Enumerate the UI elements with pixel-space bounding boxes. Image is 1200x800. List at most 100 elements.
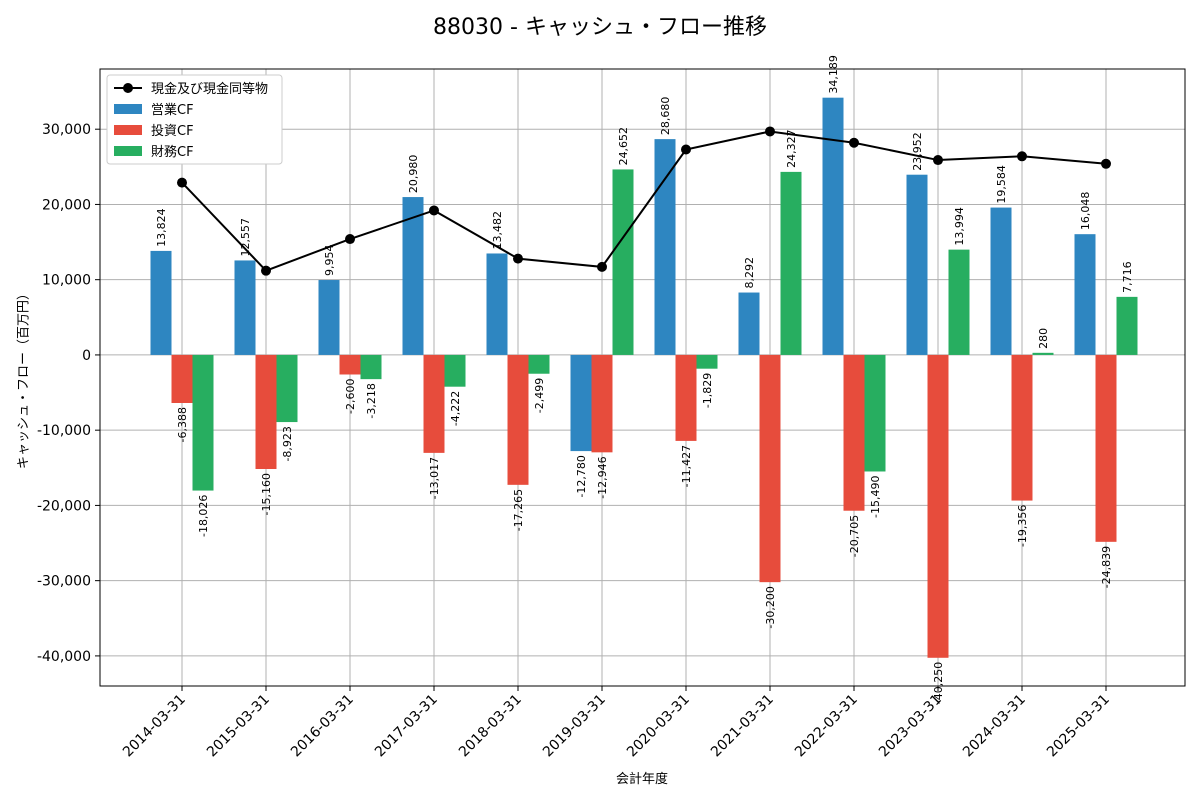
bar	[780, 171, 802, 355]
bar	[444, 354, 466, 387]
bar-value-label: 8,292	[743, 257, 756, 289]
bar	[360, 354, 382, 380]
bar	[318, 280, 340, 355]
bar	[612, 169, 634, 355]
x-tick-label: 2024-03-31	[960, 692, 1029, 761]
x-tick-label: 2021-03-31	[708, 692, 777, 761]
bar	[276, 354, 298, 423]
line-marker	[597, 261, 607, 272]
legend-bar-swatch	[114, 104, 142, 114]
legend-label: 営業CF	[151, 102, 194, 118]
legend-bar-swatch	[114, 146, 142, 156]
bar-value-label: -20,705	[848, 515, 861, 557]
line-series	[181, 130, 1107, 272]
x-tick-label: 2016-03-31	[288, 692, 357, 761]
y-tick-label: -30,000	[37, 574, 91, 590]
bar-value-label: 9,954	[323, 245, 336, 277]
bar-value-label: -17,265	[512, 489, 525, 531]
bar-value-label: -2,600	[344, 378, 357, 413]
bar	[696, 354, 718, 369]
y-tick-label: 10,000	[42, 273, 91, 289]
bar-value-label: -12,946	[596, 456, 609, 498]
bar-value-label: 20,980	[407, 155, 420, 194]
bar-value-label: -6,388	[176, 407, 189, 442]
bar-value-label: 13,824	[155, 208, 168, 247]
bar	[570, 354, 592, 452]
bar-value-label: -24,839	[1100, 546, 1113, 588]
chart-title: 88030 - キャッシュ・フロー推移	[433, 15, 767, 40]
y-tick-label: 20,000	[42, 197, 91, 213]
y-tick-label: 30,000	[42, 122, 91, 138]
line-marker	[345, 234, 355, 245]
bar-value-label: -30,200	[764, 586, 777, 628]
bar-value-label: -40,250	[932, 662, 945, 704]
x-tick-label: 2023-03-31	[876, 692, 945, 761]
line-marker	[849, 137, 859, 148]
line-marker	[513, 253, 523, 264]
bar	[339, 354, 361, 375]
bar-value-label: -18,026	[197, 495, 210, 537]
line-marker	[765, 126, 775, 137]
bar-value-label: 23,952	[911, 132, 924, 171]
bar	[864, 354, 886, 472]
legend-label: 現金及び現金同等物	[151, 81, 268, 97]
line-marker	[933, 155, 943, 166]
bar-value-label: -4,222	[449, 391, 462, 426]
bar-value-label: -3,218	[365, 383, 378, 418]
x-axis-label: 会計年度	[615, 772, 669, 787]
bar-value-label: -8,923	[281, 426, 294, 461]
line-marker	[1101, 158, 1111, 169]
bar-value-label: 16,048	[1079, 192, 1092, 231]
bar-value-label: 12,557	[239, 218, 252, 257]
bar	[822, 97, 844, 355]
bar-value-label: 13,482	[491, 211, 504, 250]
bar-value-label: -1,829	[701, 373, 714, 408]
bar	[528, 354, 550, 374]
bar-value-label: 34,189	[827, 55, 840, 94]
y-tick-label: -40,000	[37, 649, 91, 665]
bar	[738, 292, 760, 355]
line-marker	[681, 144, 691, 155]
y-tick-label: 0	[82, 348, 91, 364]
x-tick-label: 2019-03-31	[540, 692, 609, 761]
bar	[843, 354, 865, 511]
bar	[171, 354, 193, 403]
bar-value-label: -2,499	[533, 378, 546, 413]
x-tick-label: 2022-03-31	[792, 692, 861, 761]
bar-value-label: -19,356	[1016, 505, 1029, 547]
bar	[423, 354, 445, 453]
bar	[591, 354, 613, 453]
x-tick-label: 2015-03-31	[204, 692, 273, 761]
line-marker	[1017, 151, 1027, 162]
legend-label: 投資CF	[151, 123, 194, 139]
legend-box	[106, 74, 283, 165]
bar-value-label: 280	[1037, 328, 1050, 349]
line-marker	[429, 205, 439, 216]
legend-bar-swatch	[114, 125, 142, 135]
bar	[507, 354, 529, 485]
bar-value-label: -15,490	[869, 475, 882, 517]
bar	[1095, 354, 1117, 542]
line-marker	[261, 265, 271, 276]
bar-value-label: -13,017	[428, 457, 441, 499]
bar	[150, 250, 172, 355]
bar-value-label: -15,160	[260, 473, 273, 515]
bar	[675, 354, 697, 441]
bar-value-label: 24,327	[785, 129, 798, 168]
bar	[402, 197, 424, 355]
bar-value-label: 7,716	[1121, 261, 1134, 293]
bar	[255, 354, 277, 469]
line-marker	[177, 177, 187, 188]
bar	[1074, 234, 1096, 355]
y-tick-label: -20,000	[37, 498, 91, 514]
plot-frame	[99, 68, 1186, 687]
x-tick-label: 2017-03-31	[372, 692, 441, 761]
bar	[486, 253, 508, 355]
bar	[192, 354, 214, 491]
bar	[906, 174, 928, 355]
bar	[654, 139, 676, 355]
bar-value-label: 19,584	[995, 165, 1008, 204]
bar	[234, 260, 256, 355]
bar	[1011, 354, 1033, 501]
